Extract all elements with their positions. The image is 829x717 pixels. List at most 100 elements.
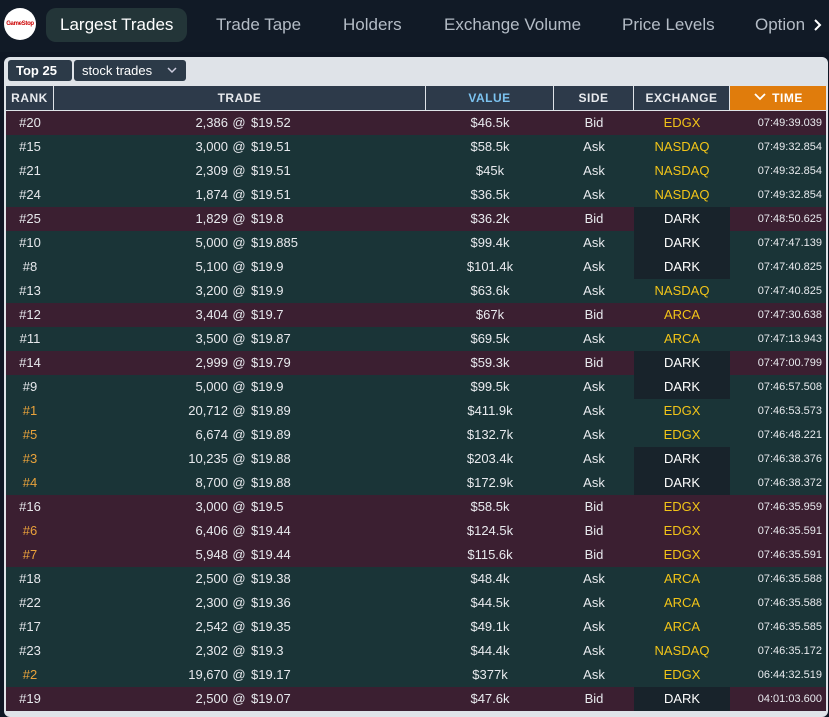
time: 07:47:00.799 <box>757 357 822 369</box>
column-header[interactable]: RANK <box>6 86 54 110</box>
tab[interactable]: Trade Tape <box>216 15 302 34</box>
rank: #15 <box>19 139 41 154</box>
separator: @ <box>232 283 246 298</box>
time: 07:48:50.625 <box>757 213 822 225</box>
exchange: EDGX <box>663 499 701 514</box>
tab[interactable]: Price Levels <box>622 15 715 34</box>
filter-dropdown[interactable]: stock trades <box>74 60 186 81</box>
trade-row[interactable]: #4 8,700 @ $19.88 $172.9k Ask DARK 07:46:38.372 <box>6 471 826 495</box>
trade-row[interactable]: #21 2,309 @ $19.51 $45k Ask NASDAQ 07:49:32.854 <box>6 159 826 183</box>
shares: 2,309 <box>195 163 228 178</box>
time: 07:46:57.508 <box>757 381 822 393</box>
trade-row[interactable]: #8 5,100 @ $19.9 $101.4k Ask DARK 07:47:40.825 <box>6 255 826 279</box>
trade-row[interactable]: #20 2,386 @ $19.52 $46.5k Bid EDGX 07:49:39.039 <box>6 111 826 135</box>
side: Ask <box>583 451 605 466</box>
side: Ask <box>583 139 605 154</box>
column-header-label: SIDE <box>578 91 609 105</box>
trade-row[interactable]: #10 5,000 @ $19.885 $99.4k Ask DARK 07:47:47.13… <box>6 231 826 255</box>
price: $19.07 <box>251 691 291 706</box>
trade-row[interactable]: #2 19,670 @ $19.17 $377k Ask EDGX 06:44:32.519 <box>6 663 826 687</box>
tab[interactable]: Largest Trades <box>46 8 188 42</box>
trade-row[interactable]: #9 5,000 @ $19.9 $99.5k Ask DARK 07:46:57.508 <box>6 375 826 399</box>
side: Bid <box>584 115 604 130</box>
side: Bid <box>584 211 604 226</box>
exchange: EDGX <box>663 523 701 538</box>
rank: #24 <box>19 187 41 202</box>
column-header-label: TRADE <box>217 91 262 105</box>
time: 04:01:03.600 <box>757 693 822 705</box>
value: $49.1k <box>470 619 510 634</box>
filter-label: stock trades <box>82 63 153 78</box>
trade-row[interactable]: #3 10,235 @ $19.88 $203.4k Ask DARK 07:46:38.37… <box>6 447 826 471</box>
price: $19.79 <box>251 355 291 370</box>
exchange: NASDAQ <box>654 643 710 658</box>
trade-row[interactable]: #15 3,000 @ $19.51 $58.5k Ask NASDAQ 07:49:32.8… <box>6 135 826 159</box>
rank: #1 <box>22 403 38 418</box>
trade-row[interactable]: #16 3,000 @ $19.5 $58.5k Bid EDGX 07:46:35.959 <box>6 495 826 519</box>
tab[interactable]: Holders <box>343 15 402 34</box>
column-header[interactable]: EXCHANGE <box>634 86 730 110</box>
side: Bid <box>584 523 604 538</box>
time: 07:46:35.588 <box>757 573 822 585</box>
column-header-label: TIME <box>772 91 803 105</box>
value: $203.4k <box>466 451 514 466</box>
trade-row[interactable]: #6 6,406 @ $19.44 $124.5k Bid EDGX 07:46:35.591 <box>6 519 826 543</box>
column-header[interactable]: SIDE <box>554 86 634 110</box>
trade-row[interactable]: #11 3,500 @ $19.87 $69.5k Ask ARCA 07:47:13.943 <box>6 327 826 351</box>
separator: @ <box>232 139 246 154</box>
price: $19.7 <box>251 307 284 322</box>
value: $99.5k <box>470 379 510 394</box>
shares: 2,542 <box>195 619 228 634</box>
tab[interactable]: Option <box>755 15 806 34</box>
rank: #17 <box>19 619 41 634</box>
time: 07:46:35.959 <box>757 501 822 513</box>
exchange: ARCA <box>663 571 701 586</box>
column-header[interactable]: VALUE <box>426 86 554 110</box>
trade-row[interactable]: #25 1,829 @ $19.8 $36.2k Bid DARK 07:48:50.625 <box>6 207 826 231</box>
shares: 6,674 <box>195 427 228 442</box>
value: $48.4k <box>470 571 510 586</box>
trade-row[interactable]: #24 1,874 @ $19.51 $36.5k Ask NASDAQ 07:49:32.8… <box>6 183 826 207</box>
separator: @ <box>232 571 246 586</box>
column-header[interactable]: TRADE <box>54 86 426 110</box>
trade-row[interactable]: #5 6,674 @ $19.89 $132.7k Ask EDGX 07:46:48.221 <box>6 423 826 447</box>
column-header[interactable]: TIME <box>730 86 826 110</box>
trade-row[interactable]: #19 2,500 @ $19.07 $47.6k Bid DARK 04:01:03.600 <box>6 687 826 711</box>
value: $58.5k <box>470 499 510 514</box>
trade-row[interactable]: #22 2,300 @ $19.36 $44.5k Ask ARCA 07:46:35.588 <box>6 591 826 615</box>
value: $115.6k <box>467 547 513 562</box>
next-tabs-button[interactable] <box>806 8 829 42</box>
separator: @ <box>232 115 246 130</box>
exchange: DARK <box>634 207 730 231</box>
shares: 5,948 <box>195 547 228 562</box>
time: 07:47:30.638 <box>757 309 822 321</box>
price: $19.9 <box>251 259 284 274</box>
trade-row[interactable]: #1 20,712 @ $19.89 $411.9k Ask EDGX 07:46:53.57… <box>6 399 826 423</box>
trade-row[interactable]: #12 3,404 @ $19.7 $67k Bid ARCA 07:47:30.638 <box>6 303 826 327</box>
shares: 3,000 <box>195 139 228 154</box>
side: Ask <box>583 475 605 490</box>
side: Ask <box>583 331 605 346</box>
trade-row[interactable]: #18 2,500 @ $19.38 $48.4k Ask ARCA 07:46:35.588 <box>6 567 826 591</box>
trade-row[interactable]: #23 2,302 @ $19.3 $44.4k Ask NASDAQ 07:46:35.17… <box>6 639 826 663</box>
side: Ask <box>583 283 605 298</box>
shares: 19,670 <box>188 667 228 682</box>
price: $19.89 <box>251 427 291 442</box>
side: Ask <box>583 379 605 394</box>
shares: 10,235 <box>188 451 228 466</box>
price: $19.88 <box>251 475 291 490</box>
shares: 3,000 <box>195 499 228 514</box>
value: $99.4k <box>470 235 510 250</box>
separator: @ <box>232 163 246 178</box>
trade-row[interactable]: #17 2,542 @ $19.35 $49.1k Ask ARCA 07:46:35.585 <box>6 615 826 639</box>
exchange: NASDAQ <box>654 163 710 178</box>
exchange: ARCA <box>663 595 701 610</box>
trade-row[interactable]: #13 3,200 @ $19.9 $63.6k Ask NASDAQ 07:47:40.82… <box>6 279 826 303</box>
rank: #9 <box>22 379 38 394</box>
trade-row[interactable]: #14 2,999 @ $19.79 $59.3k Bid DARK 07:47:00.799 <box>6 351 826 375</box>
limit-selector[interactable]: Top 25 <box>8 60 72 81</box>
trade-row[interactable]: #7 5,948 @ $19.44 $115.6k Bid EDGX 07:46:35.591 <box>6 543 826 567</box>
exchange: NASDAQ <box>654 187 710 202</box>
tab[interactable]: Exchange Volume <box>444 15 582 34</box>
